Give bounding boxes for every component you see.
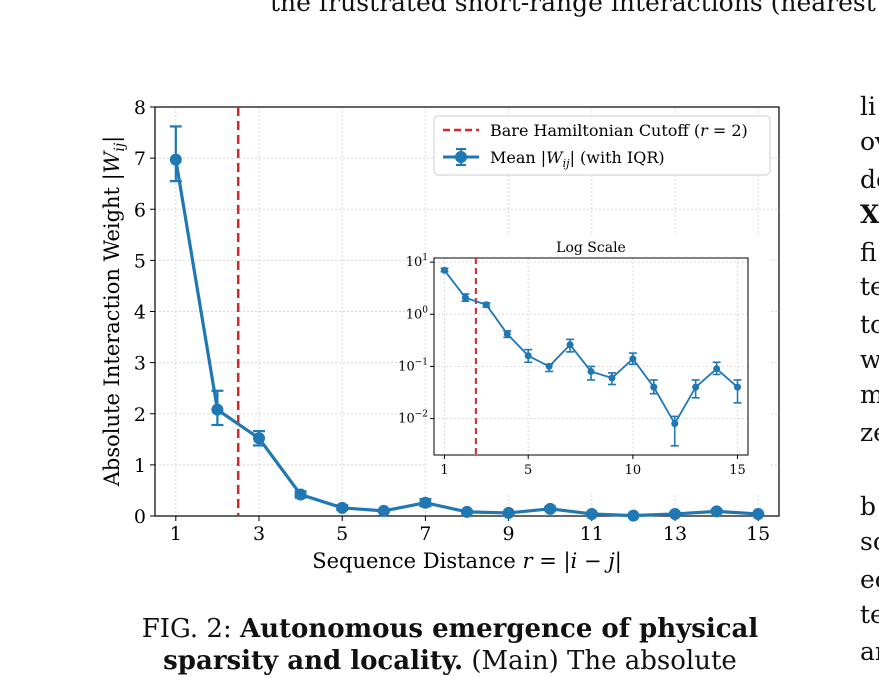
inset-data-point — [461, 294, 469, 302]
inset-data-point — [566, 341, 574, 349]
data-point — [419, 496, 432, 509]
y-tick-label: 4 — [134, 302, 146, 324]
inset-data-point — [587, 367, 595, 375]
inset-background — [426, 236, 770, 493]
y-tick-label: 6 — [134, 199, 146, 221]
data-point — [336, 501, 349, 514]
inset-data-point — [608, 374, 616, 382]
data-point — [211, 403, 224, 416]
y-tick-label: 1 — [134, 455, 146, 477]
y-tick-label: 5 — [134, 250, 146, 272]
right-column-fragment: m — [860, 380, 879, 409]
inset-data-point — [482, 301, 490, 309]
inset-x-tick-label: 10 — [625, 463, 642, 478]
y-tick-label: 2 — [134, 404, 146, 426]
caption-rest: (Main) The absolute — [471, 646, 737, 676]
right-column-fragment: b — [860, 492, 877, 521]
data-point — [502, 506, 515, 519]
data-point — [461, 505, 473, 518]
x-tick-label: 3 — [253, 523, 265, 545]
inset-title: Log Scale — [556, 240, 626, 256]
inset-data-point — [524, 352, 532, 360]
inset-data-point — [734, 383, 742, 391]
right-column-fragment: w — [860, 345, 879, 374]
right-column-fragment: li — [860, 92, 876, 121]
inset-x-tick-label: 15 — [729, 463, 746, 478]
right-column-fragment: de — [860, 165, 879, 194]
right-column-fragment: X — [860, 200, 879, 229]
inset-data-point — [692, 383, 700, 391]
y-tick-label: 7 — [134, 148, 146, 170]
y-tick-label: 8 — [134, 97, 146, 119]
inset-frame — [433, 257, 749, 456]
legend-series-marker — [455, 151, 467, 163]
right-column-fragment: ov — [860, 127, 879, 156]
legend-box — [433, 115, 771, 176]
data-point — [544, 502, 557, 515]
inset-data-point — [503, 330, 511, 338]
right-column-fragment: sc — [860, 527, 879, 556]
legend-label: Mean |Wij| (with IQR) — [490, 148, 665, 170]
right-column-fragment: te — [860, 600, 879, 629]
x-tick-label: 15 — [746, 523, 770, 545]
data-point — [585, 507, 598, 520]
inset-x-tick-label: 5 — [524, 463, 532, 478]
data-point — [627, 509, 640, 522]
y-tick-label: 3 — [134, 353, 146, 375]
right-column-fragment: ar — [860, 637, 879, 666]
x-tick-label: 1 — [170, 523, 182, 545]
right-column-fragment: fi — [860, 238, 877, 267]
body-text-top-line: the frustrated short-range interactions … — [270, 0, 876, 17]
inset-data-point — [629, 355, 637, 363]
inset-data-point — [545, 362, 553, 370]
data-point — [294, 488, 307, 501]
right-column-fragment: to — [860, 310, 879, 339]
x-tick-label: 13 — [663, 523, 687, 545]
x-tick-label: 5 — [336, 523, 348, 545]
data-point — [752, 507, 765, 520]
legend-label: Bare Hamiltonian Cutoff (r = 2) — [490, 121, 748, 140]
data-point — [710, 505, 723, 518]
data-point — [669, 507, 681, 520]
inset-data-point — [713, 365, 721, 373]
x-tick-label: 7 — [419, 523, 431, 545]
x-tick-label: 11 — [580, 523, 604, 545]
inset-y-tick-label: 10−2 — [398, 410, 428, 427]
figure-caption: FIG. 2: Autonomous emergence of physical… — [100, 613, 800, 677]
x-tick-label: 9 — [503, 523, 515, 545]
inset-y-tick-label: 101 — [406, 253, 428, 270]
inset-data-point — [671, 420, 679, 428]
inset-x-tick-label: 1 — [440, 463, 448, 478]
inset-data-point — [650, 383, 658, 391]
caption-bold: Autonomous emergence of physical sparsit… — [163, 614, 759, 676]
inset-y-tick-label: 10−1 — [398, 357, 428, 374]
right-column-fragment: ze — [860, 418, 879, 447]
y-axis-label: Absolute Interaction Weight |Wij| — [100, 136, 128, 488]
inset-data-point — [440, 266, 448, 274]
data-point — [169, 153, 182, 166]
y-tick-label: 0 — [134, 506, 146, 528]
x-axis-label: Sequence Distance r = |i − j| — [312, 549, 622, 574]
inset-y-tick-label: 100 — [406, 305, 429, 322]
data-point — [253, 432, 265, 445]
right-column-fragment: ec — [860, 565, 879, 594]
right-column-fragment: te — [860, 272, 879, 301]
caption-prefix: FIG. 2: — [141, 614, 232, 644]
data-point — [377, 504, 390, 517]
